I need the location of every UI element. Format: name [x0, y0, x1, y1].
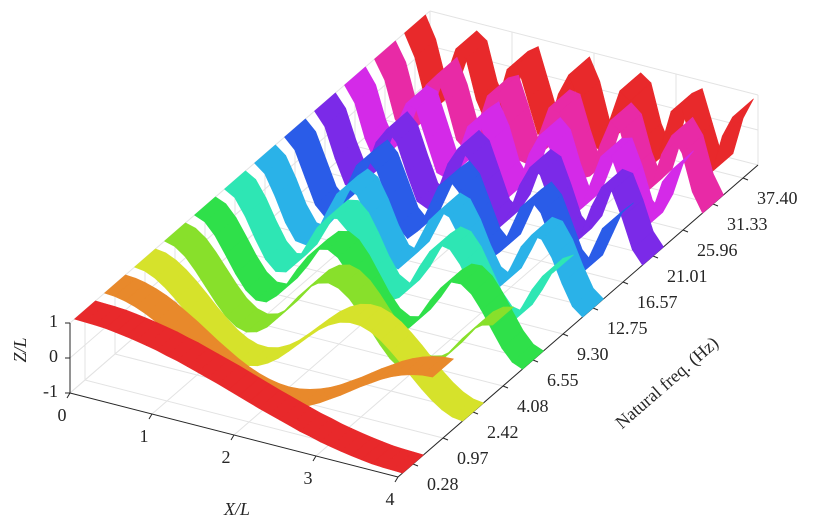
- x-tick-label: 2: [222, 447, 231, 467]
- y-tick: [502, 385, 509, 389]
- y-tick: [622, 281, 629, 285]
- x-tick-label: 1: [140, 426, 149, 446]
- ribbon-segment: [481, 306, 514, 326]
- y-tick: [712, 203, 719, 207]
- ribbon-segment: [421, 356, 454, 378]
- y-tick-label: 21.01: [667, 266, 708, 286]
- ribbon-segment: [541, 254, 574, 277]
- y-tick-label: 6.55: [547, 370, 579, 390]
- y-tick: [682, 229, 689, 233]
- x-tick: [230, 434, 235, 441]
- grid-line: [429, 10, 759, 96]
- y-tick: [742, 177, 749, 181]
- y-tick-label: 9.30: [577, 344, 609, 364]
- y-axis-line: [397, 164, 759, 478]
- ribbon-segment: [391, 451, 424, 474]
- y-tick: [652, 255, 659, 259]
- x-axis-line: [69, 392, 399, 478]
- x-tick-label: 4: [386, 489, 395, 509]
- z-tick-label: -1: [43, 381, 58, 401]
- y-tick-label: 0.28: [427, 474, 459, 494]
- x-tick: [394, 476, 399, 483]
- y-tick: [592, 307, 599, 311]
- ribbon-segment: [511, 343, 544, 370]
- y-tick-label: 12.75: [607, 318, 648, 338]
- y-tick: [412, 463, 419, 467]
- x-axis-title: X/L: [223, 499, 250, 519]
- ribbon-segment: [451, 398, 484, 422]
- y-tick: [442, 437, 449, 441]
- y-tick: [562, 333, 569, 337]
- ribbon-segment: [691, 173, 724, 214]
- z-tick-label: 0: [49, 346, 58, 366]
- ribbon-segment: [409, 296, 442, 328]
- ribbon-segment: [601, 202, 634, 229]
- y-tick-label: 37.40: [757, 188, 798, 208]
- x-tick: [312, 455, 317, 462]
- y-tick: [472, 411, 479, 415]
- ribbon-segment: [721, 98, 754, 137]
- y-axis-title: Natural freq. (Hz): [611, 333, 722, 434]
- x-tick-label: 0: [58, 405, 67, 425]
- grid-line: [69, 10, 431, 324]
- y-tick-label: 4.08: [517, 396, 549, 416]
- y-tick-label: 25.96: [697, 240, 738, 260]
- ribbon-segment: [661, 150, 694, 183]
- y-tick: [532, 359, 539, 363]
- x-tick: [148, 413, 153, 420]
- y-tick-label: 16.57: [637, 292, 678, 312]
- ribbon-segment: [631, 231, 664, 266]
- ribbon-layer: [74, 14, 754, 474]
- ribbon-segment: [521, 271, 554, 308]
- axis-layer: 01234-1010.280.972.424.086.559.3012.7516…: [43, 164, 798, 509]
- y-tick-label: 31.33: [727, 214, 768, 234]
- y-tick-label: 2.42: [487, 422, 519, 442]
- x-tick-label: 3: [304, 468, 313, 488]
- z-tick-label: 1: [49, 311, 58, 331]
- ribbon-segment: [571, 287, 604, 318]
- y-tick-label: 0.97: [457, 448, 489, 468]
- x-tick: [66, 392, 71, 399]
- z-axis-title: Z/L: [10, 337, 30, 362]
